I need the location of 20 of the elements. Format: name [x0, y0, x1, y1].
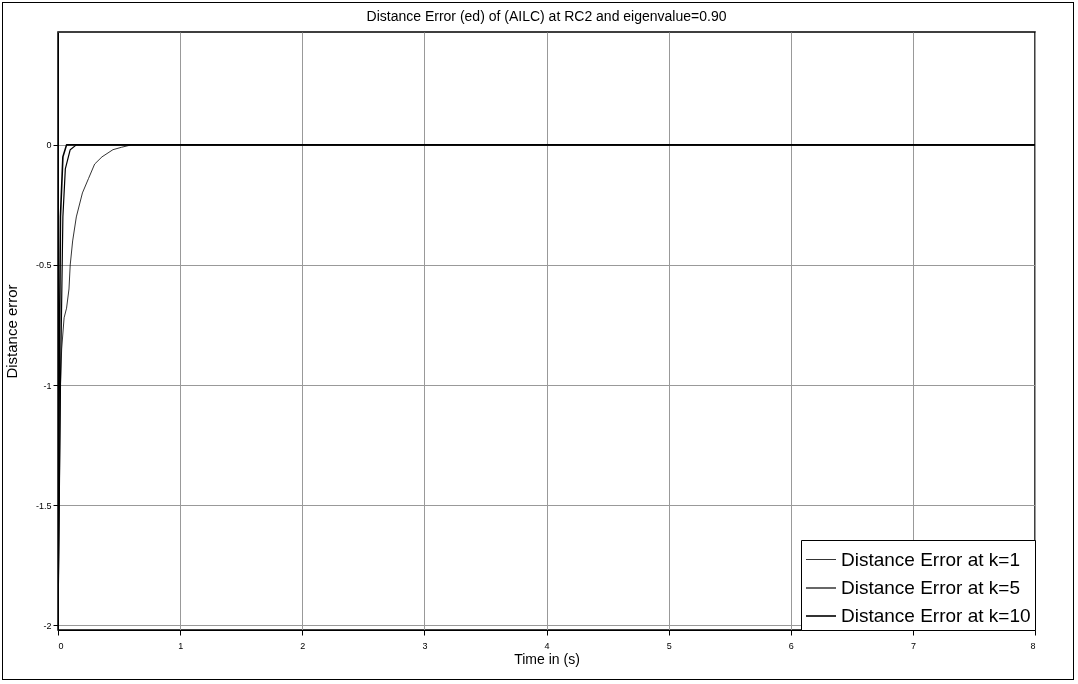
- y-tick-label: 0: [46, 140, 52, 151]
- y-axis-title: Distance error: [2, 284, 20, 379]
- y-tick-label: -1.5: [35, 500, 52, 511]
- x-tick-label: 2: [300, 640, 306, 651]
- chart-title: Distance Error (ed) of (AILC) at RC2 and eigenvalue=0.90: [366, 8, 727, 24]
- x-tick-label: 3: [422, 640, 428, 651]
- legend-label: Distance Error at k=1: [841, 548, 1020, 570]
- x-tick-label: 0: [58, 640, 64, 651]
- y-tick-label: -0.5: [35, 260, 52, 271]
- x-axis-title: Time in (s): [514, 650, 580, 667]
- x-tick-label: 7: [910, 640, 916, 651]
- x-tick-label: 6: [788, 640, 794, 651]
- x-tick-label: 1: [178, 640, 184, 651]
- x-tick-label: 4: [544, 640, 550, 651]
- y-tick-label: -1: [43, 380, 52, 391]
- legend-label: Distance Error at k=5: [841, 577, 1020, 598]
- legend-label: Distance Error at k=10: [841, 605, 1031, 626]
- y-tick-label: -2: [43, 620, 52, 631]
- x-tick-label: 8: [1030, 640, 1036, 651]
- x-tick-label: 5: [666, 640, 672, 651]
